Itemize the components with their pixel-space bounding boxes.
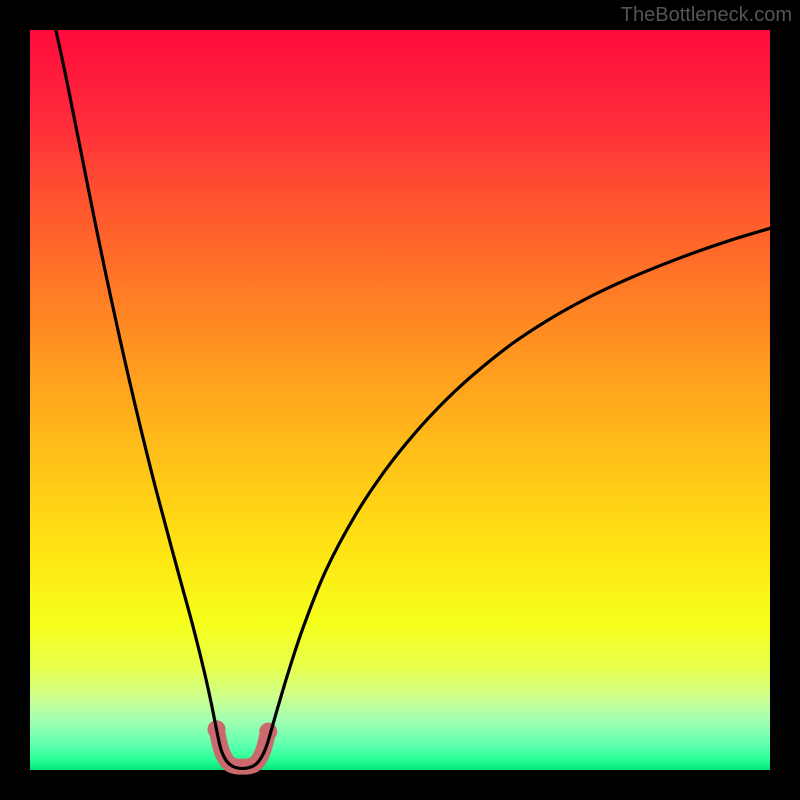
bottleneck-curve-chart [0,0,800,800]
chart-container: { "watermark": { "text": "TheBottleneck.… [0,0,800,800]
plot-background [30,30,770,770]
watermark-text: TheBottleneck.com [621,4,792,27]
